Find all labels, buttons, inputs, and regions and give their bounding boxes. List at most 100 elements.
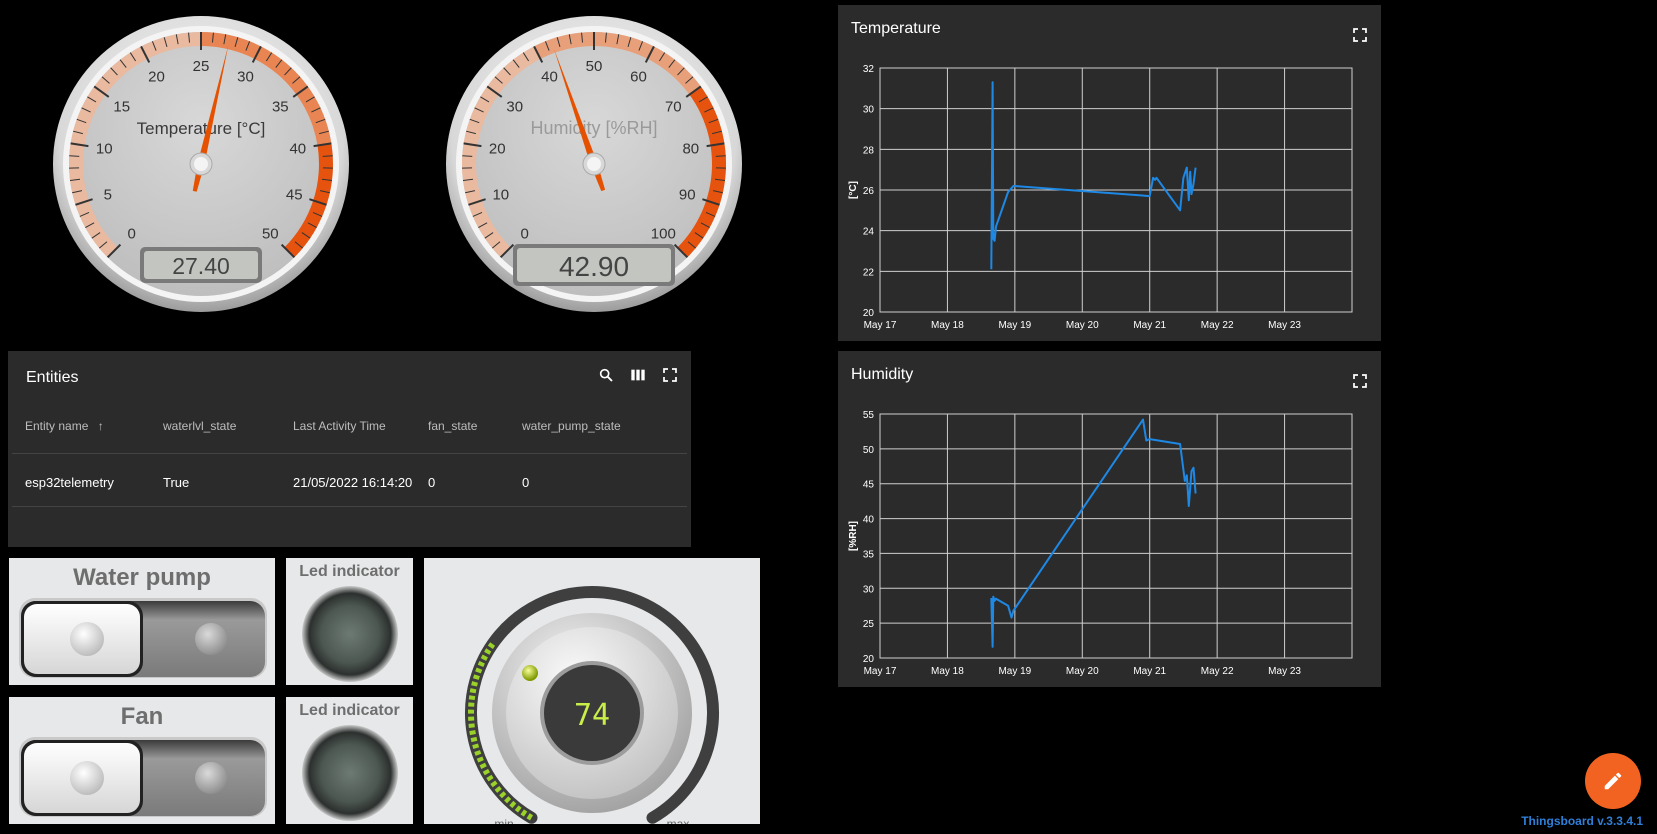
hg-tick-label: 40 <box>541 69 558 86</box>
entities-title: Entities <box>26 369 79 386</box>
tg-tick-label: 45 <box>286 186 303 203</box>
column-header-fan-state[interactable]: fan_state <box>428 419 478 433</box>
tg-tick-label: 15 <box>113 98 130 115</box>
plot-area <box>879 413 1353 659</box>
search-icon[interactable] <box>598 367 614 383</box>
column-header-water-pump-state[interactable]: water_pump_state <box>522 419 621 433</box>
hg-tick-label: 20 <box>489 141 506 158</box>
y-tick-label: 24 <box>863 227 875 238</box>
temperature-chart-title: Temperature <box>851 20 941 37</box>
knob-panel: 74 min max <box>424 558 760 824</box>
column-header-last-activity[interactable]: Last Activity Time <box>293 419 386 433</box>
y-tick-label: 35 <box>863 549 875 560</box>
entities-card: Entities Entity name ↑ waterlvl_state La… <box>8 351 691 547</box>
edit-dashboard-button[interactable] <box>1585 753 1641 809</box>
hg-tick-label: 0 <box>521 225 529 242</box>
knob-min-label: min <box>494 817 513 824</box>
fullscreen-icon[interactable] <box>662 367 678 383</box>
cell-waterlvl-state: True <box>163 475 190 490</box>
led-indicator-title: Led indicator <box>299 563 400 580</box>
y-axis-label: [%RH] <box>848 521 859 551</box>
knob-indicator-dot <box>522 665 538 681</box>
y-tick-label: 25 <box>863 619 875 630</box>
y-tick-label: 20 <box>863 654 875 665</box>
knob-max-label: max <box>667 817 690 824</box>
humidity-chart-card: Humidity May 17 May 18 May 19 May 20 May 21 M… <box>838 351 1381 687</box>
y-tick-label: 32 <box>863 64 875 75</box>
x-tick-label: May 19 <box>998 666 1031 677</box>
cell-fan-state: 0 <box>428 475 436 490</box>
x-tick-label: May 19 <box>998 320 1031 331</box>
knob-level-arc <box>468 640 534 821</box>
temperature-gauge: 0 5 10 15 20 25 30 35 40 45 50 Temperature [°C] 27… <box>53 16 349 312</box>
series-line <box>990 418 1197 648</box>
humidity-value-display: 42.90 <box>559 251 629 282</box>
humidity-chart-title: Humidity <box>851 366 914 383</box>
x-tick-label: May 22 <box>1201 320 1234 331</box>
cell-entity-name: esp32telemetry <box>25 475 114 490</box>
x-tick-label: May 22 <box>1201 666 1234 677</box>
y-tick-label: 55 <box>863 410 875 421</box>
temperature-gauge-title: Temperature [°C] <box>137 119 266 138</box>
tg-tick-label: 0 <box>128 225 136 242</box>
cell-last-activity: 21/05/2022 16:14:20 <box>293 475 413 490</box>
tg-tick-label: 25 <box>193 58 210 75</box>
y-tick-label: 20 <box>863 308 875 319</box>
fan-switch-panel: Fan <box>9 697 275 824</box>
y-tick-label: 50 <box>863 445 875 456</box>
hg-tick-label: 30 <box>506 98 523 115</box>
x-tick-label: May 21 <box>1133 666 1166 677</box>
hg-tick-label: 10 <box>492 186 509 203</box>
x-tick-label: May 18 <box>931 666 964 677</box>
tg-tick-label: 40 <box>289 141 306 158</box>
water-pump-switch-panel: Water pump <box>9 558 275 685</box>
fan-toggle[interactable] <box>17 735 269 819</box>
hg-tick-label: 50 <box>586 58 603 75</box>
divider <box>12 453 687 454</box>
y-tick-label: 28 <box>863 145 875 156</box>
x-tick-label: May 21 <box>1133 320 1166 331</box>
x-tick-label: May 17 <box>864 666 897 677</box>
x-tick-label: May 18 <box>931 320 964 331</box>
y-tick-label: 22 <box>863 267 875 278</box>
hg-tick-label: 100 <box>651 225 676 242</box>
cell-water-pump-state: 0 <box>522 475 530 490</box>
hg-tick-label: 80 <box>682 141 699 158</box>
series-line <box>990 81 1197 270</box>
fullscreen-icon[interactable] <box>1352 373 1368 389</box>
y-tick-label: 26 <box>863 186 875 197</box>
tg-tick-label: 50 <box>262 225 279 242</box>
x-tick-label: May 20 <box>1066 320 1099 331</box>
led-indicator-light <box>302 725 398 821</box>
columns-icon[interactable] <box>630 367 646 383</box>
knob-control[interactable]: 74 min max <box>424 558 760 824</box>
edit-pencil-icon <box>1604 772 1622 790</box>
water-pump-title: Water pump <box>73 564 211 591</box>
tg-tick-label: 20 <box>148 69 165 86</box>
version-label: Thingsboard v.3.3.4.1 <box>1521 814 1643 828</box>
column-header-entity-name[interactable]: Entity name ↑ <box>25 419 104 433</box>
temperature-value-display: 27.40 <box>172 253 230 279</box>
y-tick-label: 30 <box>863 584 875 595</box>
humidity-line-chart: May 17 May 18 May 19 May 20 May 21 May 22 May … <box>848 410 1353 677</box>
y-tick-label: 40 <box>863 515 875 526</box>
y-tick-label: 30 <box>863 105 875 116</box>
led-indicator-panel-2: Led indicator <box>286 697 413 824</box>
temperature-chart-card: Temperature May 17 May 18 May 19 May 20 May … <box>838 5 1381 341</box>
x-tick-label: May 23 <box>1268 666 1301 677</box>
tg-tick-label: 5 <box>104 186 112 203</box>
tg-tick-label: 10 <box>96 141 113 158</box>
fan-title: Fan <box>120 703 164 730</box>
hg-tick-label: 90 <box>679 186 696 203</box>
knob-value: 74 <box>574 698 610 733</box>
led-indicator-title: Led indicator <box>299 702 400 719</box>
y-tick-label: 45 <box>863 480 875 491</box>
sort-arrow-icon: ↑ <box>97 419 104 433</box>
hg-tick-label: 70 <box>665 98 682 115</box>
water-pump-toggle[interactable] <box>17 596 269 680</box>
tg-tick-label: 35 <box>272 98 289 115</box>
x-tick-label: May 20 <box>1066 666 1099 677</box>
fullscreen-icon[interactable] <box>1352 27 1368 43</box>
divider <box>12 506 687 507</box>
column-header-waterlvl-state[interactable]: waterlvl_state <box>163 419 237 433</box>
